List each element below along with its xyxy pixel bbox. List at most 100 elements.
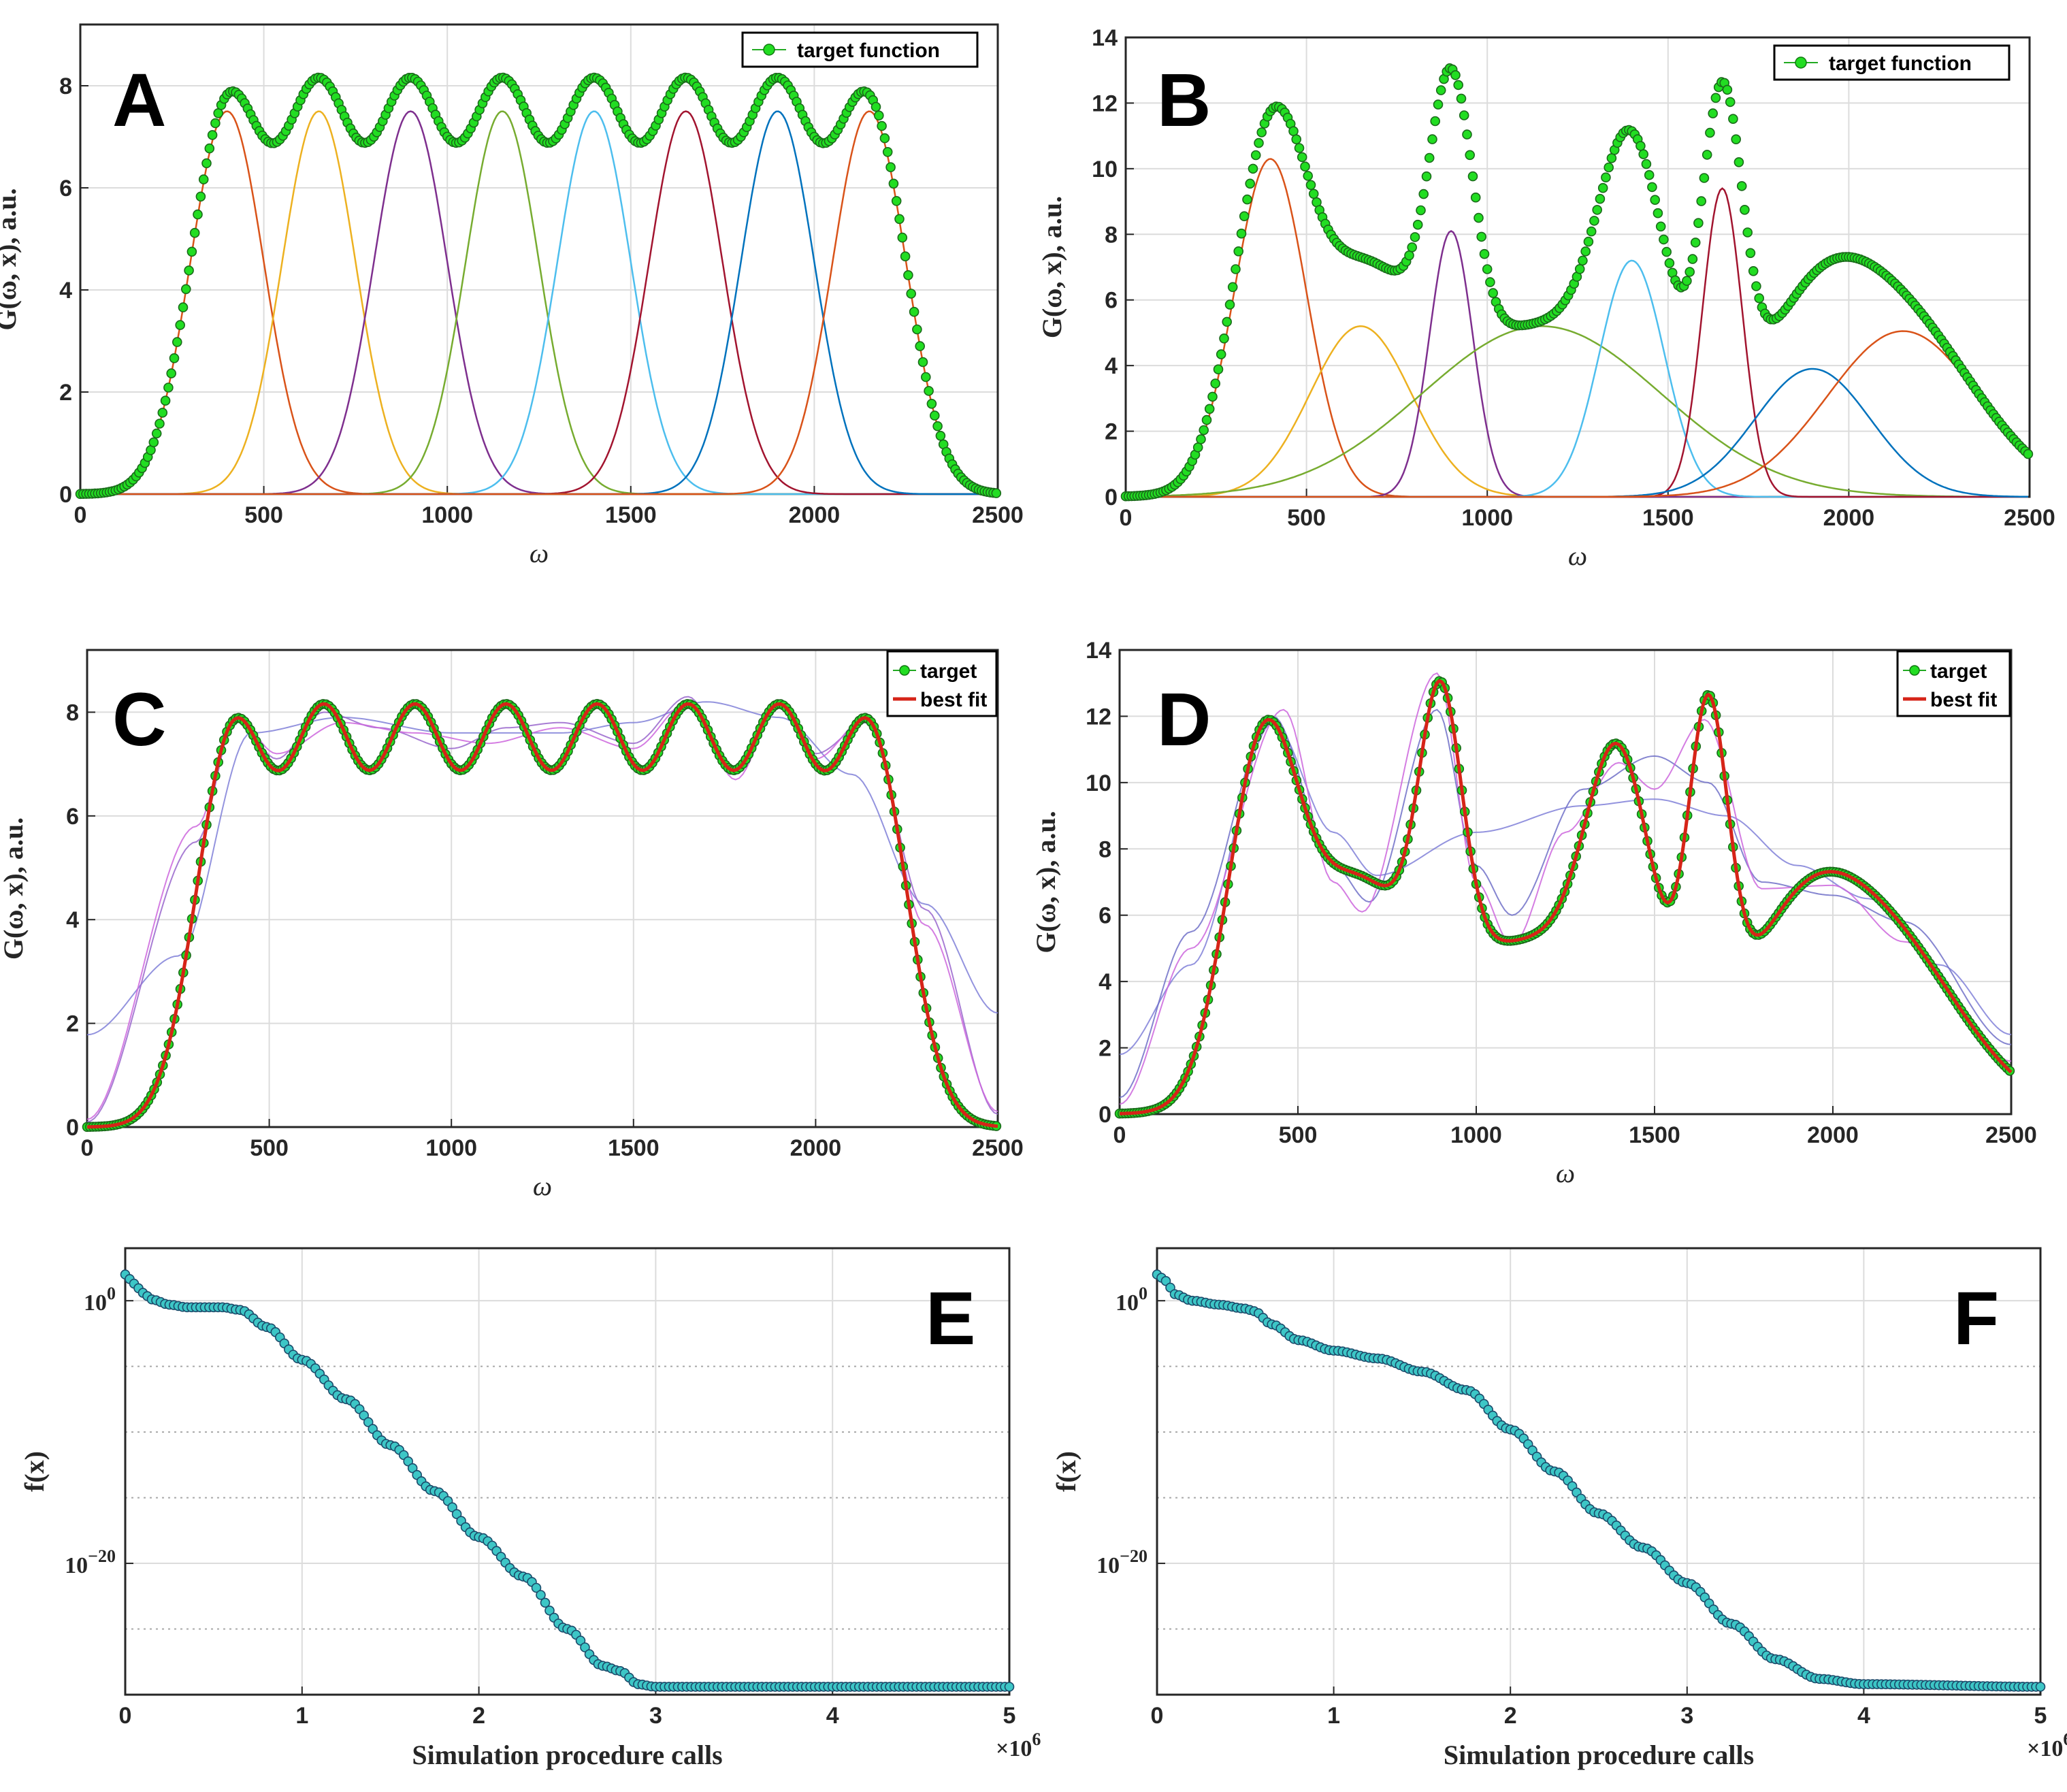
target-point bbox=[915, 341, 925, 351]
y-tick-label: 4 bbox=[1098, 969, 1111, 995]
x-tick-label: 2000 bbox=[790, 1135, 842, 1161]
target-point bbox=[1650, 195, 1660, 206]
component-curve-1 bbox=[80, 110, 996, 495]
target-point bbox=[1702, 150, 1712, 160]
y-tick-label: 10−20 bbox=[1096, 1546, 1148, 1578]
component-curve-7 bbox=[1126, 368, 2028, 498]
target-point bbox=[1207, 391, 1218, 402]
x-tick-label: 5 bbox=[2034, 1703, 2047, 1729]
target-point bbox=[888, 178, 899, 189]
target-point bbox=[1288, 126, 1299, 136]
legend-label: target function bbox=[797, 39, 940, 62]
target-point bbox=[912, 324, 922, 335]
target-point bbox=[186, 246, 197, 257]
target-point bbox=[921, 372, 931, 382]
target-point bbox=[1740, 204, 1750, 215]
target-point bbox=[1708, 108, 1718, 118]
target-point bbox=[1578, 255, 1588, 266]
legend-marker bbox=[1795, 56, 1807, 69]
objective-point bbox=[544, 1606, 555, 1616]
target-point bbox=[201, 158, 212, 169]
target-point bbox=[1199, 425, 1209, 436]
target-point bbox=[178, 302, 189, 312]
x-axis-multiplier: ×106 bbox=[996, 1729, 1041, 1761]
objective-point bbox=[359, 1410, 370, 1420]
objective-point bbox=[2035, 1682, 2046, 1692]
y-tick-label: 10 bbox=[1092, 157, 1118, 182]
objective-point bbox=[447, 1502, 457, 1512]
target-point bbox=[1231, 264, 1241, 274]
panel-letter: A bbox=[112, 59, 166, 142]
target-point bbox=[1485, 277, 1495, 287]
target-point bbox=[879, 133, 890, 144]
x-tick-label: 500 bbox=[244, 502, 283, 528]
target-point bbox=[1433, 99, 1444, 110]
target-point bbox=[1661, 246, 1672, 257]
target-point bbox=[1407, 242, 1417, 252]
x-axis-label: ω bbox=[533, 1171, 552, 1201]
target-point bbox=[1467, 171, 1478, 182]
y-tick-label-base: 10 bbox=[1096, 1553, 1120, 1578]
target-point bbox=[180, 284, 191, 295]
component-curve-4 bbox=[80, 110, 996, 495]
target-point bbox=[1635, 141, 1646, 151]
plot-area bbox=[1152, 1269, 2046, 1692]
target-point bbox=[1416, 205, 1426, 216]
target-point bbox=[189, 227, 200, 238]
panel-letter: D bbox=[1157, 678, 1211, 762]
x-tick-label: 0 bbox=[1151, 1703, 1164, 1729]
y-tick-label-exponent: −20 bbox=[88, 1546, 116, 1566]
target-point bbox=[1580, 246, 1591, 257]
panel-b: 0 500 1000 1500 2000 2500 0 2 4 6 8 10 12 14 target fu… bbox=[1037, 25, 2055, 571]
target-point bbox=[1696, 196, 1706, 206]
target-point bbox=[207, 130, 218, 140]
target-point bbox=[1300, 161, 1310, 172]
plot-area bbox=[82, 696, 1002, 1133]
objective-point bbox=[407, 1463, 418, 1473]
component-curve-2 bbox=[1126, 325, 2028, 498]
x-tick-label: 2 bbox=[1504, 1703, 1517, 1729]
x-tick-label: 2500 bbox=[1985, 1122, 2037, 1148]
y-axis-label: f(x) bbox=[19, 1451, 50, 1492]
target-point bbox=[1742, 227, 1753, 238]
target-point bbox=[1682, 276, 1692, 287]
target-point bbox=[1754, 293, 1764, 304]
target-point bbox=[897, 232, 908, 243]
best-fit-line bbox=[1120, 679, 2013, 1115]
target-point bbox=[1236, 228, 1247, 239]
target-point bbox=[1748, 265, 1759, 276]
target-point bbox=[157, 408, 168, 418]
target-point bbox=[1470, 192, 1481, 203]
x-tick-label: 1500 bbox=[605, 502, 657, 528]
target-point bbox=[1210, 378, 1220, 389]
target-point bbox=[1589, 216, 1599, 226]
target-point bbox=[1687, 254, 1698, 264]
x-axis-label: ω bbox=[530, 538, 549, 568]
y-tick-label: 6 bbox=[59, 176, 72, 201]
target-point bbox=[891, 195, 902, 206]
target-point bbox=[1734, 157, 1744, 167]
x-tick-label: 1000 bbox=[421, 502, 473, 528]
objective-point bbox=[536, 1590, 546, 1600]
y-tick-label: 8 bbox=[1105, 222, 1118, 248]
x-tick-label: 500 bbox=[1279, 1122, 1318, 1148]
target-point bbox=[1204, 404, 1215, 414]
objective-point bbox=[363, 1417, 374, 1427]
target-point bbox=[1664, 258, 1675, 268]
panel-letter: E bbox=[926, 1277, 975, 1361]
x-axis-label: Simulation procedure calls bbox=[412, 1740, 722, 1770]
x-axis-multiplier-exponent: 6 bbox=[2063, 1729, 2067, 1749]
target-point bbox=[917, 357, 928, 368]
target-point bbox=[1653, 208, 1663, 218]
target-point bbox=[1465, 150, 1475, 161]
target-point bbox=[1219, 333, 1229, 344]
target-point bbox=[213, 108, 224, 118]
target-point bbox=[1644, 169, 1655, 180]
component-curve-5 bbox=[1126, 259, 2028, 498]
panel-c: 0 500 1000 1500 2000 2500 0 2 4 6 8 target best fit ω… bbox=[0, 649, 1024, 1201]
target-point bbox=[1606, 153, 1617, 163]
target-point bbox=[1725, 97, 1736, 108]
component-curve-8 bbox=[80, 110, 996, 495]
plot-area bbox=[1114, 672, 2015, 1119]
x-tick-label: 1500 bbox=[1642, 505, 1694, 531]
